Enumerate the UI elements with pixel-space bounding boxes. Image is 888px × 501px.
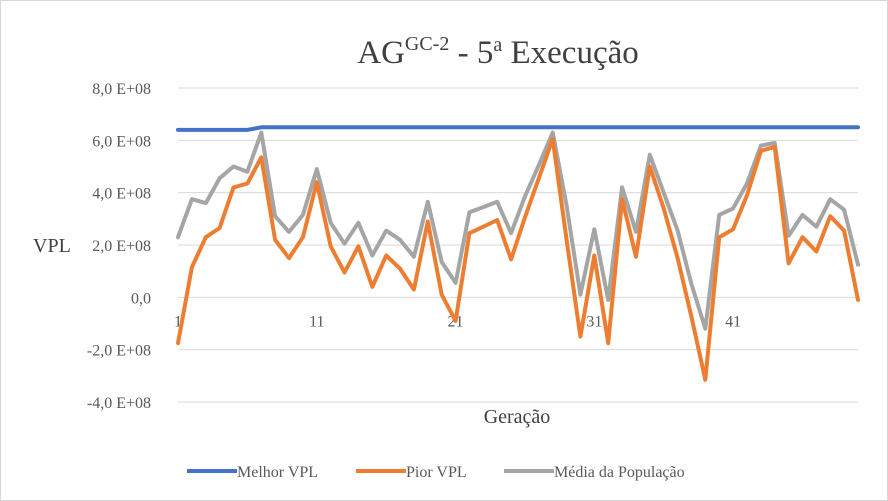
y-tick-label: 6,0 E+08 bbox=[92, 133, 151, 150]
series-lines bbox=[176, 125, 860, 382]
series-line-2 bbox=[176, 130, 860, 331]
y-tick-label: -2,0 E+08 bbox=[87, 343, 151, 360]
x-tick-label: 1 bbox=[174, 313, 182, 330]
y-tick-label: 4,0 E+08 bbox=[92, 186, 151, 203]
y-tick-label: 2,0 E+08 bbox=[92, 238, 151, 255]
x-tick-label: 41 bbox=[725, 313, 741, 330]
y-axis-label: VPL bbox=[33, 235, 71, 257]
chart-title-middle: - 5 bbox=[449, 35, 493, 71]
chart-title-ordinal: a bbox=[493, 34, 502, 56]
x-tick-label: 31 bbox=[586, 313, 602, 330]
y-tick-label: 0,0 bbox=[131, 290, 151, 307]
chart-title-base: AG bbox=[357, 35, 405, 71]
chart-title: AGGC-2 - 5a Execução bbox=[357, 33, 639, 71]
legend-label-0: Melhor VPL bbox=[237, 464, 318, 481]
series-line-0 bbox=[176, 125, 860, 132]
chart-title-end: Execução bbox=[502, 35, 639, 71]
x-tick-label: 11 bbox=[309, 313, 324, 330]
chart-title-superscript: GC-2 bbox=[405, 33, 449, 55]
y-tick-label: 8,0 E+08 bbox=[92, 81, 151, 98]
x-axis-tick-labels: 1 11 21 31 41 bbox=[174, 313, 741, 330]
y-axis-tick-labels: -4,0 E+08 -2,0 E+08 0,0 2,0 E+08 4,0 E+08 6,0… bbox=[87, 81, 151, 412]
legend: Melhor VPL Pior VPL Média da População bbox=[187, 464, 685, 481]
legend-label-2: Média da População bbox=[554, 464, 685, 481]
x-axis-label: Geração bbox=[484, 406, 551, 428]
series-line-1 bbox=[176, 137, 860, 382]
y-tick-label: -4,0 E+08 bbox=[87, 395, 151, 412]
legend-label-1: Pior VPL bbox=[406, 464, 467, 481]
gridlines bbox=[178, 87, 858, 403]
